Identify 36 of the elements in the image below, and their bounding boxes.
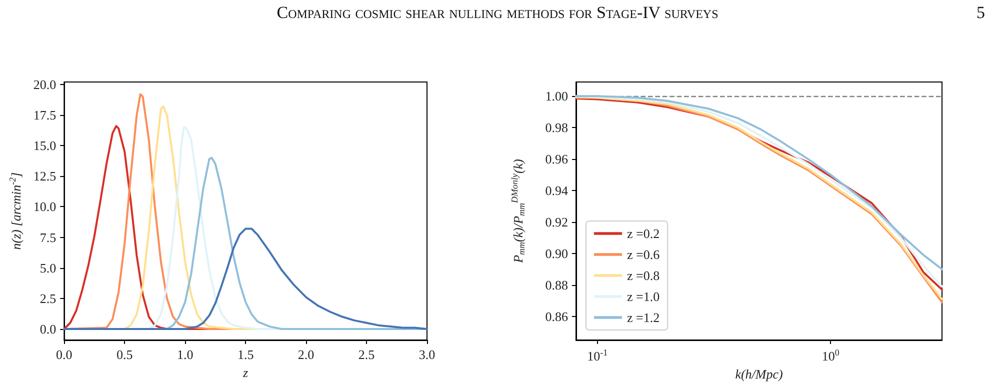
y-tick-label: 0.88: [545, 277, 568, 292]
y-tick-label: 0.90: [545, 246, 568, 261]
legend-label: z =0.2: [627, 226, 660, 241]
line-series: [63, 228, 428, 330]
y-tick-label: 0.0: [40, 321, 56, 336]
y-tick-label: 0.86: [545, 308, 568, 324]
x-tick-label: 0.0: [56, 347, 72, 362]
y-tick-label: 0.94: [545, 183, 568, 198]
x-tick-label: 2.5: [358, 347, 375, 362]
y-tick-label: 17.5: [33, 108, 56, 123]
legend-label: z =0.8: [627, 268, 660, 283]
x-tick-label: 1.5: [237, 347, 254, 362]
x-tick-label: 3.0: [418, 347, 436, 362]
legend-label: z =1.0: [627, 289, 660, 304]
y-axis-title: n(z) [arcmin-2]: [8, 172, 24, 250]
x-axis-title: z: [242, 365, 248, 380]
x-tick-label: 2.0: [298, 347, 314, 362]
y-tick-label: 0.98: [545, 120, 568, 136]
y-axis-title: Pmm(k)/PmmDMonly(k): [510, 159, 526, 264]
text: 5: [976, 3, 985, 23]
y-tick-label: 10.0: [33, 199, 56, 214]
legend-label: z =0.6: [627, 247, 660, 262]
x-tick-label: 0.5: [116, 347, 133, 362]
y-tick-label: 0.96: [545, 152, 568, 167]
y-tick-label: 1.00: [545, 88, 568, 104]
x-tick-label: 1.0: [176, 347, 194, 362]
y-tick-label: 12.5: [33, 168, 56, 184]
legend-label: z =1.2: [627, 310, 660, 325]
text: Comparing cosmic shear nulling methods for Stage-IV surveys: [276, 3, 718, 22]
y-tick-label: 15.0: [33, 138, 56, 154]
y-tick-label: 20.0: [33, 76, 56, 92]
x-axis-title: k(h/Mpc): [735, 366, 783, 382]
y-tick-label: 7.5: [40, 230, 56, 245]
y-tick-label: 2.5: [40, 290, 56, 306]
y-tick-label: 0.92: [545, 214, 568, 230]
y-tick-label: 5.0: [40, 260, 56, 276]
